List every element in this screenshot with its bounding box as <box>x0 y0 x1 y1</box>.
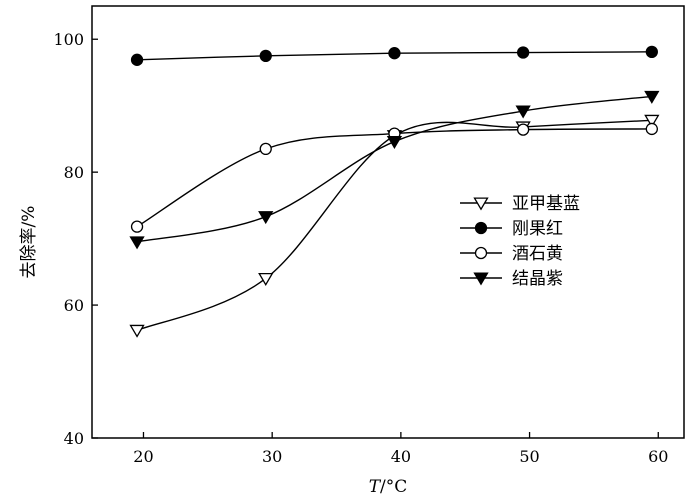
y-axis-label: 去除率/% <box>19 206 39 279</box>
y-tick-label: 100 <box>53 30 84 49</box>
series-line-0 <box>136 119 652 331</box>
x-tick-label: 20 <box>133 447 153 466</box>
legend-label: 酒石黄 <box>512 244 563 264</box>
data-point-series-2 <box>645 122 658 136</box>
plot-frame <box>91 5 685 439</box>
data-point-series-3 <box>644 90 660 104</box>
x-tick-label: 30 <box>262 447 282 466</box>
data-point-series-2 <box>130 220 144 233</box>
x-axis-label: T/°C <box>369 477 408 497</box>
data-point-series-0 <box>644 114 660 128</box>
data-point-series-1 <box>130 53 144 66</box>
x-tick-labels: 20 30 40 50 60 <box>133 447 668 466</box>
legend-marker <box>474 246 488 260</box>
x-axis-variable: T <box>369 477 382 497</box>
data-point-series-0 <box>258 272 274 286</box>
series-line-3 <box>136 95 652 243</box>
legend-label: 刚果红 <box>512 219 563 239</box>
data-point-series-3 <box>515 105 531 119</box>
data-point-series-0 <box>129 324 145 338</box>
series-curves <box>136 51 652 331</box>
y-tick-label: 40 <box>64 429 84 448</box>
data-point-series-1 <box>259 49 272 62</box>
x-tick-label: 50 <box>519 447 539 466</box>
data-point-series-1 <box>388 47 401 60</box>
data-point-series-3 <box>386 136 403 150</box>
axis-ticks <box>92 38 659 439</box>
series-markers <box>129 45 660 338</box>
y-tick-label: 80 <box>64 163 84 182</box>
legend-label: 结晶紫 <box>512 269 563 289</box>
y-tick-labels: 40 60 80 100 <box>53 30 84 448</box>
legend-marker <box>474 221 488 235</box>
legend-label: 亚甲基蓝 <box>512 194 580 214</box>
data-point-series-3 <box>129 236 145 250</box>
data-point-series-2 <box>259 142 272 156</box>
legend-marker <box>473 197 489 211</box>
data-point-series-2 <box>516 123 530 136</box>
x-tick-label: 60 <box>648 447 668 466</box>
x-axis-unit: /°C <box>380 477 407 497</box>
x-tick-label: 40 <box>391 447 411 466</box>
data-point-series-1 <box>645 45 658 59</box>
data-point-series-1 <box>516 46 530 59</box>
data-point-series-3 <box>258 211 274 225</box>
legend-marker <box>473 272 489 286</box>
y-tick-label: 60 <box>64 296 84 315</box>
